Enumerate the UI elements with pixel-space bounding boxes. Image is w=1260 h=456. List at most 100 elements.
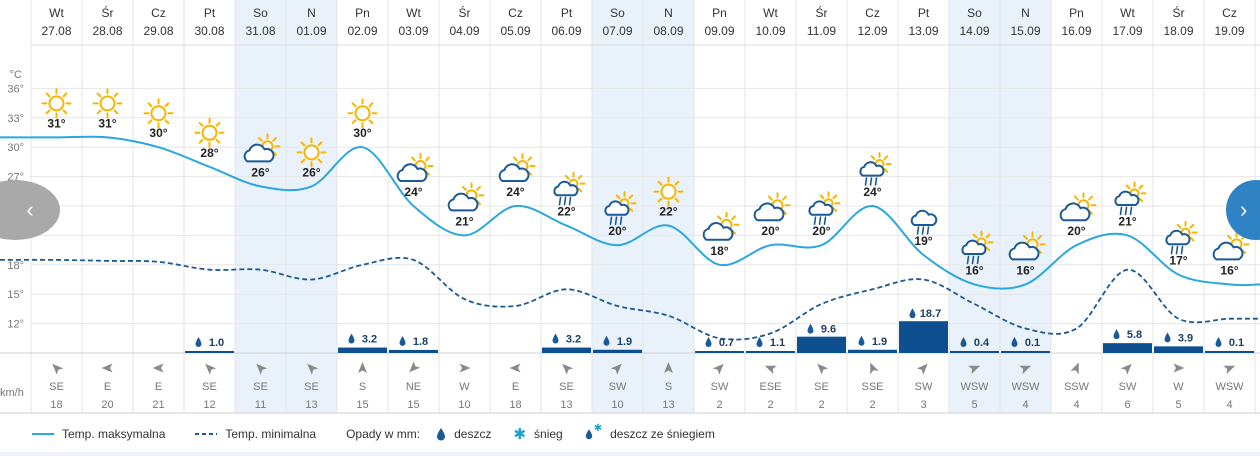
sun-icon bbox=[41, 88, 72, 119]
sun-cloud-rain-icon bbox=[859, 152, 892, 186]
max-temp-label: 20° bbox=[1067, 224, 1085, 238]
legend-precip-title: Opady w mm: bbox=[346, 427, 420, 441]
wind-speed-label: 21 bbox=[152, 399, 164, 411]
wind-direction-icon bbox=[1019, 365, 1032, 375]
wind-direction-icon bbox=[968, 365, 981, 375]
raindrop-icon bbox=[756, 337, 763, 347]
date-label: 11.09 bbox=[807, 24, 836, 38]
precip-value-label: 1.1 bbox=[770, 337, 785, 349]
date-label: 09.09 bbox=[704, 24, 734, 38]
max-temp-line bbox=[0, 135, 1260, 290]
sun-cloud-icon bbox=[1008, 231, 1046, 261]
precip-label-group: 0.4 bbox=[960, 337, 990, 349]
date-label: 05.09 bbox=[500, 24, 530, 38]
wind-direction-icon bbox=[1173, 363, 1185, 373]
legend-rain-label: deszcz bbox=[454, 427, 492, 441]
date-label: 06.09 bbox=[551, 24, 581, 38]
sun-cloud-rain-icon bbox=[808, 191, 841, 225]
rain-snow-icon: ✱ bbox=[585, 423, 602, 440]
legend-max-temp[interactable]: Temp. maksymalna bbox=[32, 427, 165, 441]
sun-cloud-icon bbox=[702, 211, 740, 241]
chevron-right-icon: › bbox=[1240, 197, 1248, 222]
raindrop-icon bbox=[705, 337, 712, 347]
precip-label-group: 0.7 bbox=[705, 337, 734, 349]
date-label: 17.09 bbox=[1112, 24, 1142, 38]
raindrop-icon bbox=[399, 335, 406, 346]
date-label: 27.08 bbox=[41, 24, 71, 38]
chevron-left-icon: ‹ bbox=[26, 197, 34, 222]
snowflake-icon: ✱ bbox=[513, 426, 527, 443]
raindrop-icon bbox=[603, 335, 610, 346]
precip-label-group: 18.7 bbox=[909, 308, 941, 320]
day-of-week-label: N bbox=[1021, 6, 1030, 20]
wind-direction-icon bbox=[409, 361, 421, 373]
date-label: 03.09 bbox=[398, 24, 428, 38]
sun-icon bbox=[347, 98, 378, 129]
sun-icon bbox=[143, 98, 174, 129]
precip-label-group: 9.6 bbox=[807, 323, 836, 336]
date-label: 07.09 bbox=[602, 24, 632, 38]
precip-value-label: 0.1 bbox=[1229, 337, 1244, 349]
wind-speed-label: 4 bbox=[1022, 399, 1028, 411]
date-label: 16.09 bbox=[1061, 24, 1091, 38]
wind-direction-label: SSW bbox=[1064, 381, 1090, 393]
max-temp-label: 31° bbox=[98, 116, 116, 130]
wind-speed-label: 10 bbox=[611, 399, 623, 411]
wind-direction-icon bbox=[610, 363, 622, 375]
precip-value-label: 3.9 bbox=[1178, 332, 1193, 344]
wind-speed-label: 13 bbox=[662, 399, 674, 411]
precip-value-label: 0.7 bbox=[719, 337, 734, 349]
legend-min-temp[interactable]: Temp. minimalna bbox=[195, 427, 316, 441]
precip-value-label: 18.7 bbox=[920, 308, 941, 320]
raindrop-icon bbox=[1113, 329, 1120, 340]
wind-speed-label: 11 bbox=[255, 399, 266, 411]
max-temp-label: 31° bbox=[47, 116, 65, 130]
max-temp-label: 24° bbox=[404, 185, 422, 199]
wind-speed-label: 12 bbox=[203, 399, 215, 411]
raindrop-icon bbox=[1215, 337, 1222, 347]
wind-direction-label: SW bbox=[915, 381, 933, 393]
precip-bar bbox=[1001, 351, 1050, 353]
wind-speed-label: 6 bbox=[1124, 399, 1130, 411]
wind-direction-icon bbox=[817, 363, 829, 375]
wind-direction-label: SW bbox=[1119, 381, 1137, 393]
wind-speed-label: 5 bbox=[971, 399, 977, 411]
precip-bar bbox=[746, 351, 795, 353]
day-of-week-label: Wt bbox=[49, 6, 64, 20]
day-of-week-label: Śr bbox=[459, 5, 471, 20]
date-label: 02.09 bbox=[347, 24, 377, 38]
max-temp-label: 18° bbox=[710, 244, 728, 258]
legend-snow-label: śnieg bbox=[534, 427, 563, 441]
wind-direction-label: WSW bbox=[1011, 381, 1040, 393]
raindrop-icon bbox=[1164, 332, 1171, 343]
wind-speed-label: 4 bbox=[1226, 399, 1232, 411]
precip-label-group: 1.9 bbox=[858, 335, 887, 348]
wind-direction-icon bbox=[205, 363, 217, 375]
precip-label-group: 3.2 bbox=[552, 333, 581, 346]
wind-direction-icon bbox=[1120, 363, 1132, 375]
date-label: 28.08 bbox=[92, 24, 122, 38]
date-label: 04.09 bbox=[449, 24, 479, 38]
wind-direction-label: NE bbox=[406, 381, 421, 393]
day-of-week-label: So bbox=[610, 6, 625, 20]
max-temp-line-swatch bbox=[32, 433, 54, 435]
wind-direction-icon bbox=[1223, 365, 1236, 375]
forecast-chart: °C36°33°30°27°24°21°18°15°12°km/hWt27.08… bbox=[0, 0, 1260, 414]
precip-bar bbox=[542, 347, 591, 353]
sun-icon bbox=[296, 137, 327, 168]
wind-direction-icon bbox=[52, 363, 64, 375]
legend-rain: deszcz bbox=[436, 427, 491, 441]
max-temp-label: 28° bbox=[200, 146, 218, 160]
wind-direction-icon bbox=[256, 363, 268, 375]
precip-value-label: 1.9 bbox=[872, 336, 887, 348]
raindrop-icon bbox=[858, 335, 865, 346]
sun-cloud-icon bbox=[498, 153, 536, 182]
legend-mix-label: deszcz ze śniegiem bbox=[610, 427, 715, 441]
sun-cloud-icon bbox=[753, 192, 791, 222]
day-of-week-label: Pt bbox=[204, 6, 216, 20]
precip-value-label: 0.1 bbox=[1025, 337, 1040, 349]
precip-bar bbox=[1205, 351, 1254, 353]
wind-speed-label: 18 bbox=[50, 399, 62, 411]
max-temp-label: 16° bbox=[1220, 263, 1238, 277]
y-axis-unit: °C bbox=[10, 69, 22, 81]
